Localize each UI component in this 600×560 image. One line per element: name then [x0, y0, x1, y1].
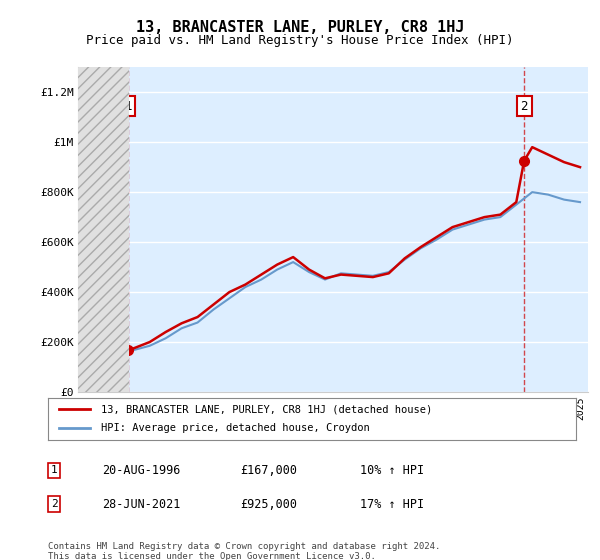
Text: 17% ↑ HPI: 17% ↑ HPI: [360, 497, 424, 511]
Text: Price paid vs. HM Land Registry's House Price Index (HPI): Price paid vs. HM Land Registry's House …: [86, 34, 514, 46]
Text: £925,000: £925,000: [240, 497, 297, 511]
Text: 13, BRANCASTER LANE, PURLEY, CR8 1HJ (detached house): 13, BRANCASTER LANE, PURLEY, CR8 1HJ (de…: [101, 404, 432, 414]
Text: 13, BRANCASTER LANE, PURLEY, CR8 1HJ: 13, BRANCASTER LANE, PURLEY, CR8 1HJ: [136, 20, 464, 35]
Text: 1: 1: [124, 100, 131, 113]
Text: £167,000: £167,000: [240, 464, 297, 477]
Text: 20-AUG-1996: 20-AUG-1996: [102, 464, 181, 477]
Text: 10% ↑ HPI: 10% ↑ HPI: [360, 464, 424, 477]
Text: 2: 2: [50, 499, 58, 509]
Text: HPI: Average price, detached house, Croydon: HPI: Average price, detached house, Croy…: [101, 423, 370, 433]
Text: Contains HM Land Registry data © Crown copyright and database right 2024.
This d: Contains HM Land Registry data © Crown c…: [48, 542, 440, 560]
Text: 1: 1: [50, 465, 58, 475]
Text: 28-JUN-2021: 28-JUN-2021: [102, 497, 181, 511]
Text: 2: 2: [520, 100, 528, 113]
